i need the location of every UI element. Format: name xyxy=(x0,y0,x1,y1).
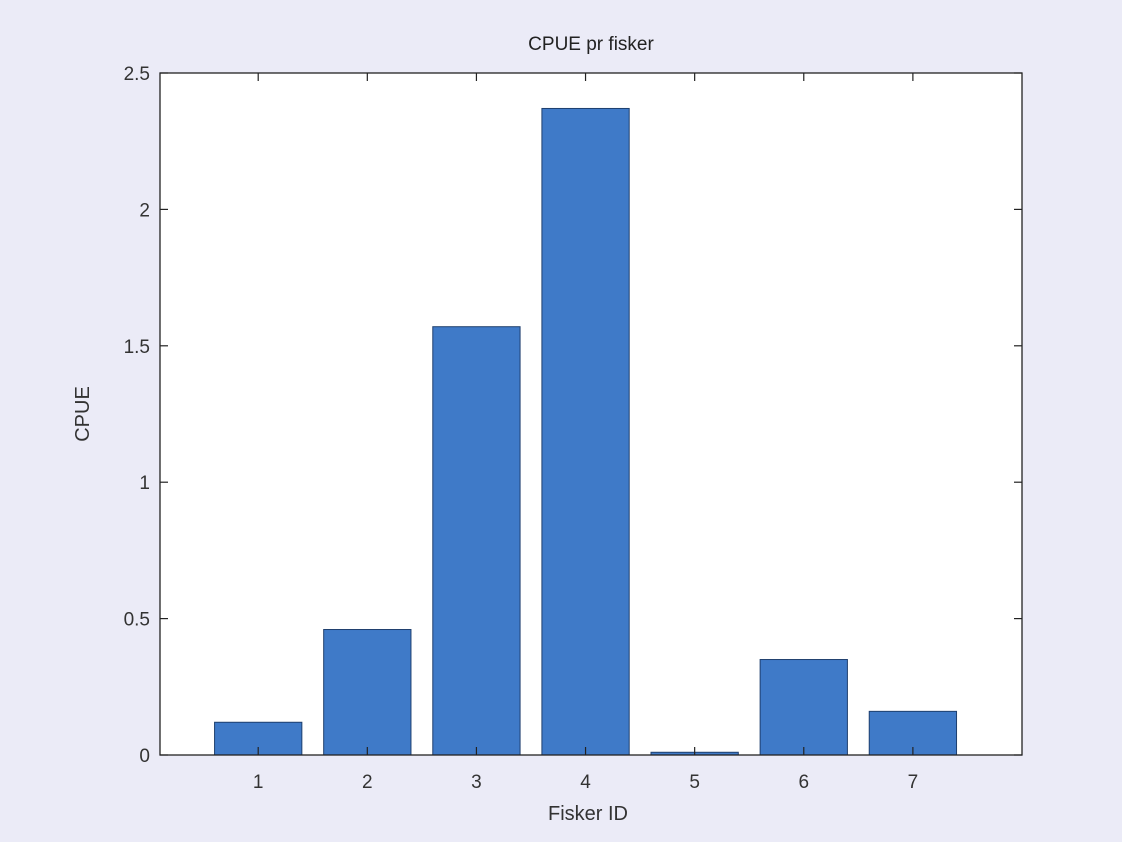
y-tick-label: 2 xyxy=(139,200,150,221)
x-tick-label: 3 xyxy=(471,772,482,793)
x-tick-label: 7 xyxy=(908,772,919,793)
x-tick-label: 1 xyxy=(253,772,264,793)
x-tick-label: 4 xyxy=(580,772,591,793)
y-tick-label: 2.5 xyxy=(124,64,150,85)
y-tick-label: 1.5 xyxy=(124,337,150,358)
x-tick-label: 5 xyxy=(689,772,700,793)
y-tick-label: 0 xyxy=(139,746,150,767)
bar-fisker-3 xyxy=(432,326,521,756)
bar-fisker-2 xyxy=(323,629,412,756)
y-tick-label: 0.5 xyxy=(124,610,150,631)
chart-title: CPUE pr fisker xyxy=(528,34,654,55)
bar-fisker-6 xyxy=(759,659,848,756)
x-tick-label: 6 xyxy=(798,772,809,793)
y-tick-label: 1 xyxy=(139,473,150,494)
y-axis-title: CPUE xyxy=(72,386,94,442)
bars-group xyxy=(214,107,958,756)
x-tick-label: 2 xyxy=(362,772,373,793)
axes-frame xyxy=(159,72,1023,756)
ticks-group: 0 0.5 1 1.5 2 2.5 1 2 3 4 5 6 7 xyxy=(124,64,1022,793)
bar-fisker-4 xyxy=(541,107,630,756)
x-axis-title: Fisker ID xyxy=(548,803,628,825)
